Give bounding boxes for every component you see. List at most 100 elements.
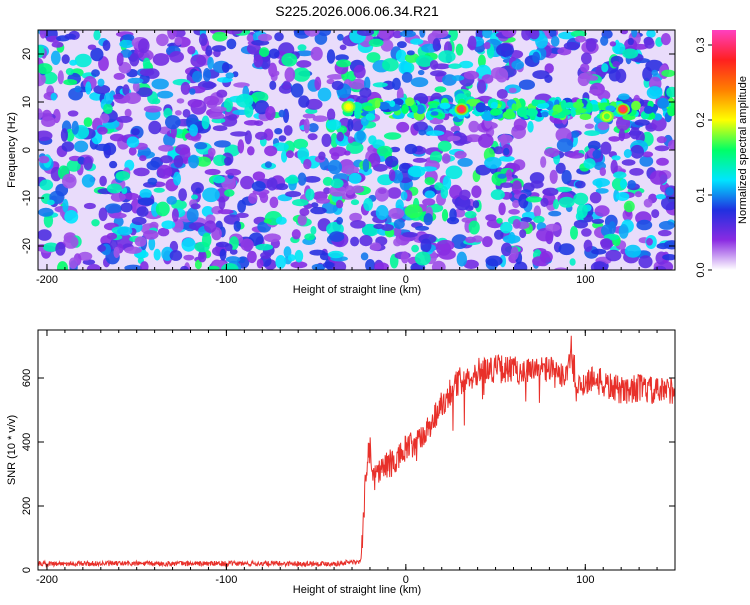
spectrogram-cell — [347, 118, 354, 132]
spectrogram-cell — [624, 244, 642, 258]
spectrogram-cell — [449, 208, 457, 222]
spectrogram-cell — [74, 53, 92, 68]
spectrogram-cell — [94, 143, 111, 151]
spectrogram-cell — [192, 70, 203, 83]
snr-y-tick-label: 400 — [21, 433, 33, 451]
spectrogram-cell — [601, 63, 609, 73]
spectrogram-cell — [472, 200, 480, 209]
spectrogram-cell — [38, 63, 53, 75]
spectrogram-cell — [156, 33, 169, 47]
signal-band-cell — [605, 105, 616, 112]
spectrogram-cell — [656, 136, 667, 144]
spectrogram-cell — [109, 133, 125, 142]
spectrogram-cell — [561, 170, 572, 185]
spectrogram-cell — [658, 229, 672, 237]
spectrogram-cell — [632, 43, 649, 50]
snr-x-tick-label: 0 — [403, 574, 409, 586]
spectrogram-cell — [510, 246, 519, 261]
spectrogram-cell — [599, 167, 606, 177]
spectrogram-cell — [252, 171, 266, 181]
spectrogram-cell — [330, 178, 344, 189]
spectrogram-cell — [221, 263, 239, 270]
spectrogram-cell — [570, 30, 587, 38]
colorbar-gradient — [712, 30, 736, 270]
signal-band-cell — [667, 105, 675, 117]
spectrogram-cell — [292, 67, 311, 82]
spectrogram-cell — [661, 195, 675, 211]
spectrogram-cell — [558, 196, 575, 208]
spectrogram-cell — [419, 30, 426, 38]
spectrogram-cell — [106, 232, 118, 240]
spectrogram-cell — [131, 128, 140, 136]
spectrogram-cell — [539, 250, 553, 263]
spectrogram-cell — [217, 209, 234, 215]
spectrogram-cell — [254, 100, 270, 115]
spectrogram-cell — [237, 139, 245, 154]
spectrogram-cell — [610, 159, 618, 175]
spectrogram-cell — [278, 135, 287, 142]
spectrogram-cell — [136, 87, 153, 97]
spectrogram-cell — [468, 120, 480, 133]
spectrogram-cell — [136, 206, 149, 217]
spectrogram-cell — [97, 78, 105, 87]
spectrogram-cell — [638, 255, 653, 269]
spectrogram-cell — [330, 152, 340, 161]
spectrogram-cell — [202, 68, 211, 82]
spectrogram-cell — [215, 241, 230, 248]
spectrogram-cell — [183, 254, 195, 261]
spectrogram-cell — [615, 192, 630, 201]
spectrogram-cell — [573, 192, 589, 206]
spectrogram-cell — [97, 244, 106, 252]
spectrogram-cell — [302, 113, 316, 119]
spectrogram-cell — [468, 220, 480, 235]
spectrogram-cell — [212, 125, 228, 132]
spectrogram-cell — [171, 208, 179, 222]
spectrogram-cell — [455, 43, 464, 56]
spectrogram-cell — [555, 186, 573, 193]
spectrogram-cell — [663, 240, 675, 250]
spectrogram-cell — [309, 249, 326, 256]
spectrogram-cell — [326, 49, 336, 64]
spectrogram-cell — [519, 229, 527, 239]
spectrogram-cell — [77, 251, 93, 261]
spectrogram-cell — [189, 124, 198, 137]
spectrogram-cell — [417, 69, 425, 76]
spectrogram-y-axis: 20 10 0 -10 -20 — [21, 48, 675, 254]
spectrogram-cell — [482, 236, 493, 248]
spectrogram-cell — [194, 259, 202, 270]
spectrogram-cell — [432, 38, 441, 52]
spectrogram-cell — [225, 168, 242, 176]
spectrogram-cell — [336, 131, 344, 142]
spectrogram-cell — [336, 59, 351, 68]
signal-band-cell — [631, 100, 641, 111]
spectrogram-cell — [201, 206, 214, 217]
spectrogram-cell — [619, 178, 627, 189]
spectrogram-cell — [518, 193, 529, 209]
spectrogram-cell — [535, 33, 548, 49]
spectrogram-cell — [258, 192, 267, 199]
spectrogram-cell — [342, 165, 360, 175]
signal-band-cell — [411, 104, 418, 113]
spectrogram-cell — [500, 221, 513, 234]
snr-series-line — [38, 335, 675, 569]
spectrogram-cell — [225, 256, 241, 263]
spectrogram-cell — [642, 66, 653, 82]
spectrogram-cell — [128, 146, 137, 156]
spectrogram-cell — [307, 123, 319, 133]
spectrogram-cell — [240, 175, 255, 190]
signal-band-cell — [439, 102, 451, 110]
spectrogram-cell — [393, 218, 405, 230]
spectrogram-cell — [253, 54, 263, 68]
spectrogram-cell — [99, 175, 107, 187]
spectrogram-cell — [335, 54, 349, 62]
spectrogram-cell — [618, 128, 626, 142]
spectrogram-cell — [400, 191, 408, 201]
spectrogram-cell — [440, 186, 449, 199]
spectrogram-cell — [644, 38, 655, 49]
spectrogram-cell — [512, 199, 520, 209]
spectrogram-cell — [348, 78, 366, 90]
spectrogram-cell — [228, 114, 238, 120]
spectrogram-cell — [651, 69, 658, 76]
spectrogram-cell — [597, 121, 610, 131]
spectrogram-cell — [55, 242, 66, 256]
